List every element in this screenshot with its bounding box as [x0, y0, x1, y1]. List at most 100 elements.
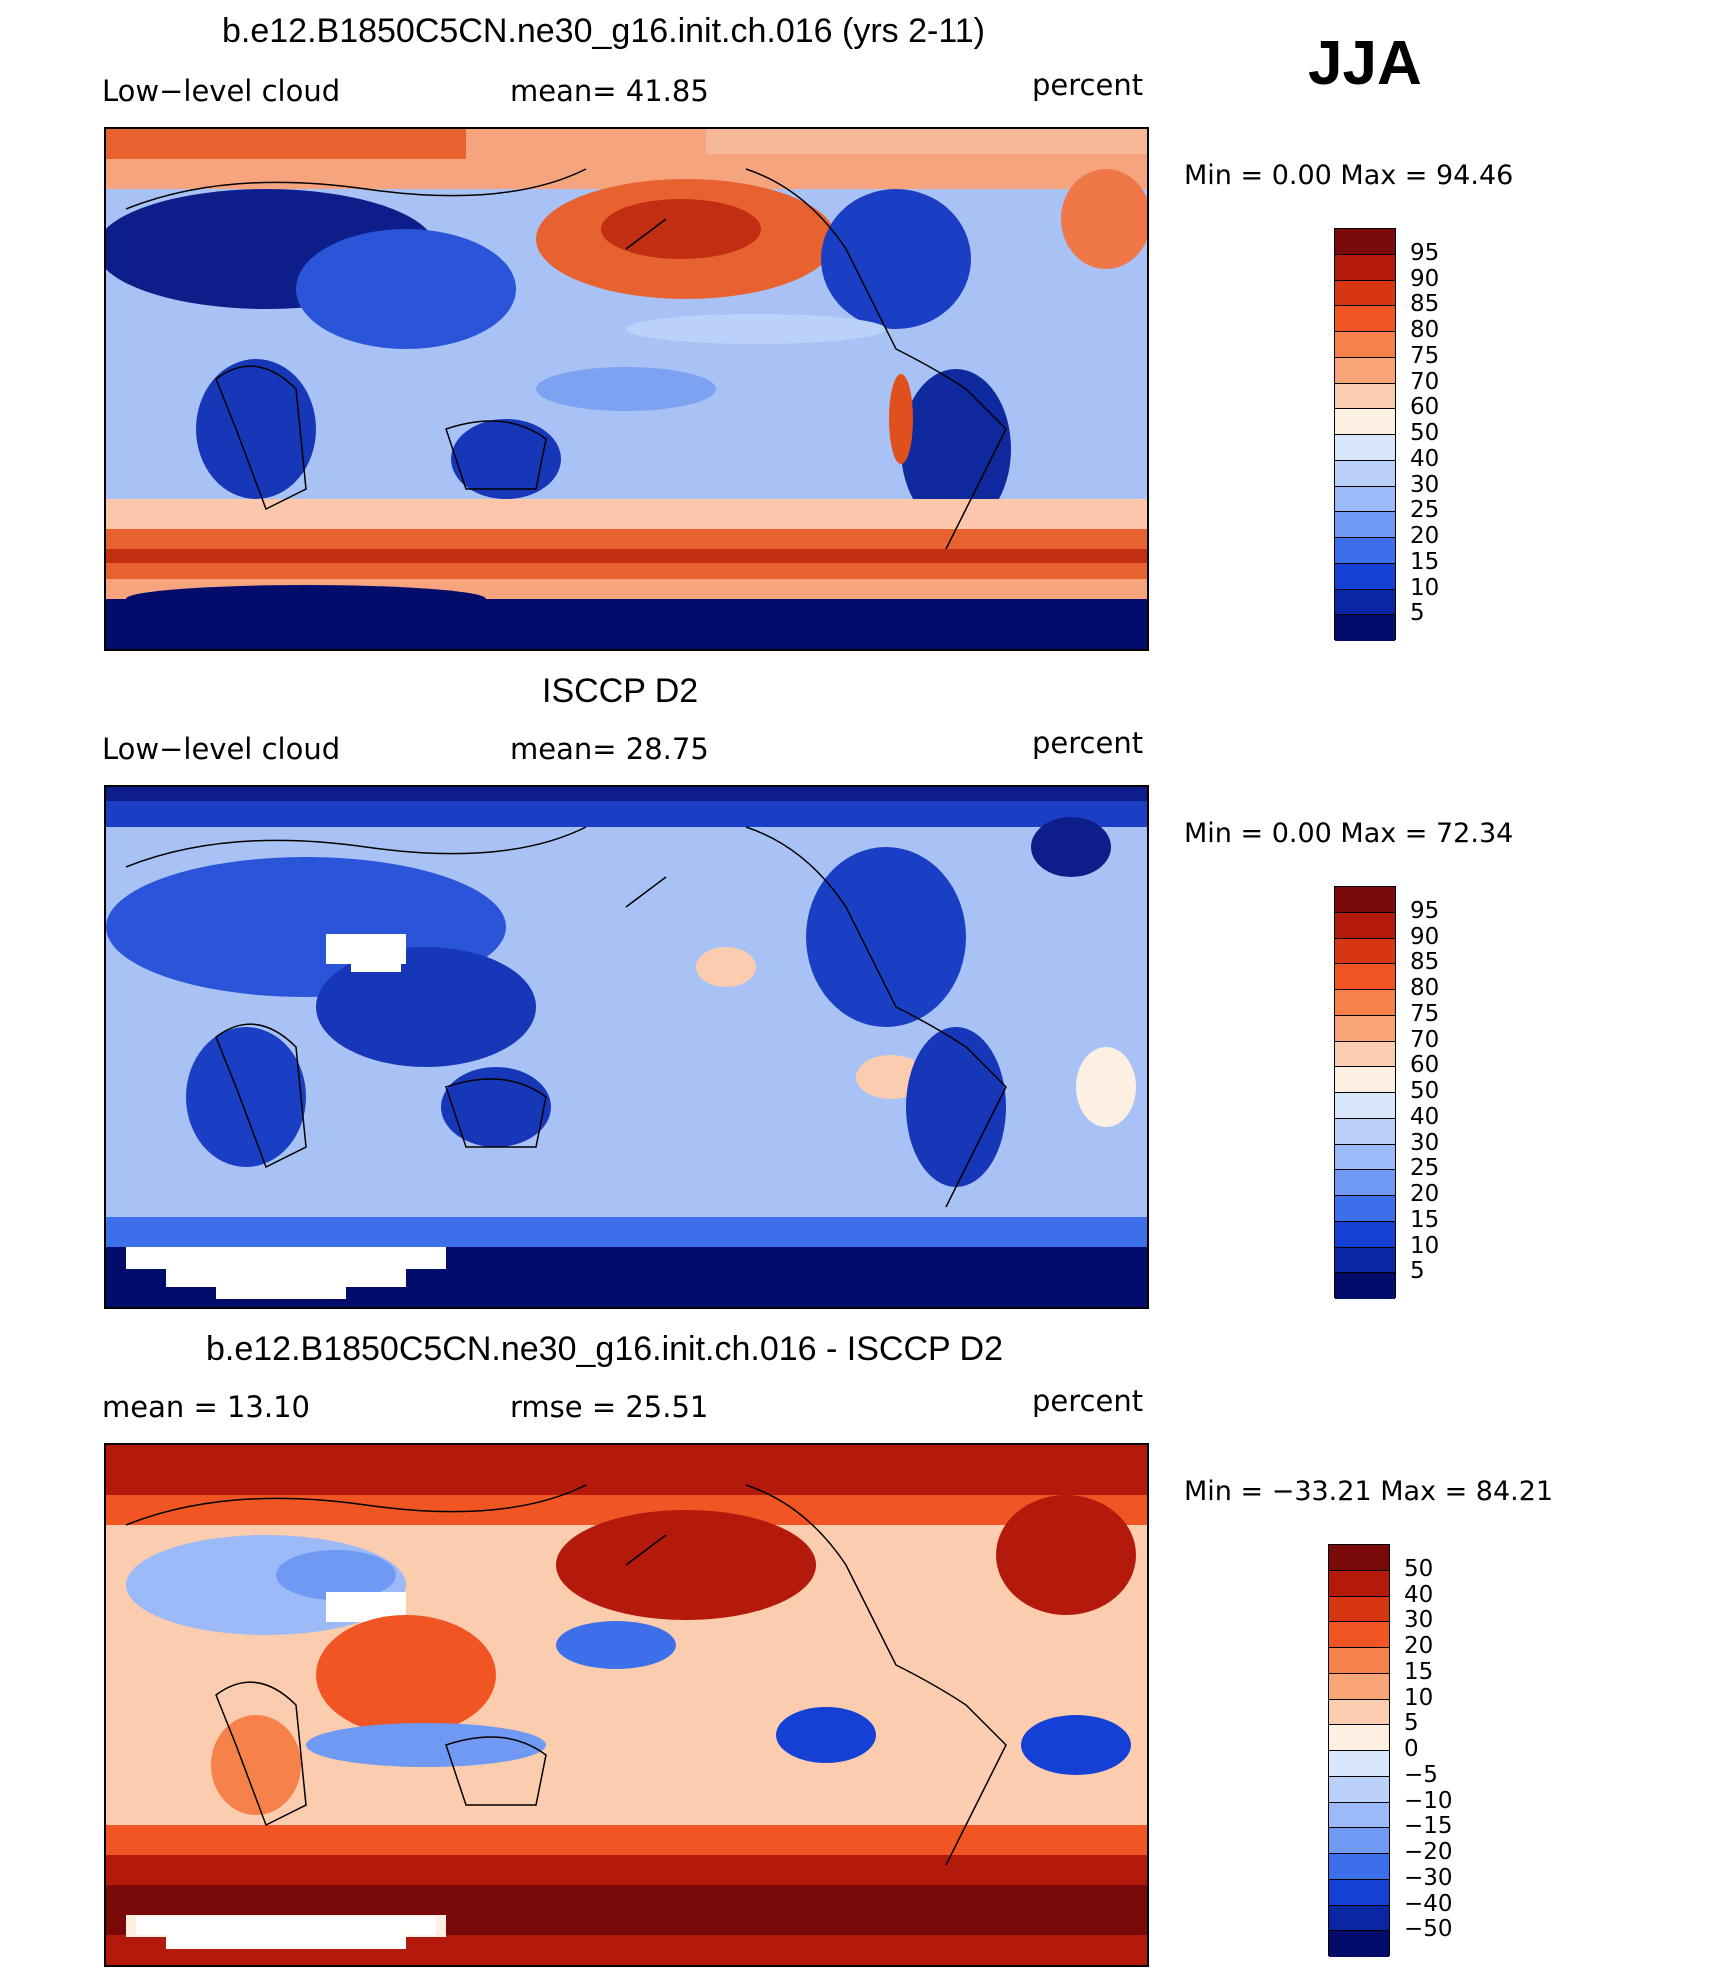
- colorbar-swatch: [1335, 912, 1395, 939]
- colorbar-swatch: [1329, 1751, 1389, 1777]
- panel-1-colorbar: [1334, 228, 1396, 641]
- panel-2-mean-label: mean= 28.75: [510, 732, 709, 766]
- panel-2-variable-label: Low−level cloud: [102, 732, 341, 766]
- colorbar-tick-label: 10: [1410, 1232, 1440, 1259]
- colorbar-tick-label: 10: [1404, 1684, 1434, 1711]
- colorbar-tick-label: −40: [1404, 1890, 1453, 1917]
- colorbar-tick-label: 50: [1410, 1078, 1440, 1104]
- colorbar-swatch: [1329, 1699, 1389, 1726]
- colorbar-swatch: [1335, 1247, 1395, 1274]
- panel-1-map: [104, 127, 1149, 651]
- colorbar-tick-label: 15: [1410, 1206, 1440, 1233]
- colorbar-swatch: [1329, 1622, 1389, 1648]
- colorbar-swatch: [1329, 1648, 1389, 1674]
- colorbar-tick-label: 80: [1410, 317, 1440, 343]
- colorbar-swatch: [1335, 964, 1395, 990]
- colorbar-swatch: [1329, 1673, 1389, 1700]
- colorbar-swatch: [1335, 1221, 1395, 1248]
- panel-2-title: ISCCP D2: [542, 672, 699, 710]
- colorbar-tick-label: 30: [1410, 1129, 1440, 1156]
- colorbar-tick-label: 50: [1410, 420, 1440, 446]
- colorbar-tick-label: 95: [1410, 239, 1440, 266]
- panel-1-title: b.e12.B1850C5CN.ne30_g16.init.ch.016 (yr…: [222, 12, 985, 50]
- panel-2-minmax: Min = 0.00 Max = 72.34: [1184, 818, 1514, 849]
- colorbar-tick-label: 70: [1410, 1026, 1440, 1053]
- panel-3-mean-label: mean = 13.10: [102, 1390, 310, 1424]
- colorbar-swatch: [1329, 1776, 1389, 1803]
- colorbar-swatch: [1335, 990, 1395, 1016]
- panel-2-colorbar: [1334, 886, 1396, 1299]
- colorbar-swatch: [1335, 887, 1395, 913]
- colorbar-tick-label: 75: [1410, 342, 1440, 369]
- colorbar-tick-label: −20: [1404, 1839, 1453, 1865]
- colorbar-tick-label: 40: [1410, 1103, 1440, 1130]
- colorbar-tick-label: 60: [1410, 394, 1440, 421]
- panel-2-colorbar-cells: [1335, 887, 1395, 1299]
- colorbar-tick-label: 40: [1404, 1581, 1434, 1608]
- colorbar-tick-label: 60: [1410, 1052, 1440, 1079]
- colorbar-tick-label: 75: [1410, 1000, 1440, 1027]
- colorbar-tick-label: 85: [1410, 949, 1440, 976]
- colorbar-swatch: [1335, 589, 1395, 616]
- colorbar-tick-label: 85: [1410, 291, 1440, 318]
- panel-3-colorbar-cells: [1329, 1545, 1389, 1957]
- colorbar-tick-label: −10: [1404, 1787, 1453, 1814]
- colorbar-swatch: [1335, 1118, 1395, 1145]
- colorbar-tick-label: 0: [1404, 1736, 1419, 1762]
- colorbar-tick-label: 10: [1410, 574, 1440, 601]
- colorbar-tick-label: 20: [1404, 1633, 1434, 1659]
- colorbar-tick-label: 30: [1404, 1607, 1434, 1634]
- colorbar-swatch: [1335, 563, 1395, 590]
- colorbar-swatch: [1335, 280, 1395, 307]
- colorbar-swatch: [1335, 1144, 1395, 1171]
- colorbar-swatch: [1335, 435, 1395, 461]
- panel-2-map: [104, 785, 1149, 1309]
- colorbar-tick-label: 95: [1410, 897, 1440, 924]
- colorbar-tick-label: 15: [1410, 548, 1440, 575]
- colorbar-swatch: [1335, 486, 1395, 513]
- colorbar-swatch: [1335, 1196, 1395, 1222]
- panel-3-rmse-label: rmse = 25.51: [510, 1390, 709, 1424]
- colorbar-swatch: [1329, 1570, 1389, 1597]
- colorbar-tick-label: 20: [1410, 523, 1440, 549]
- colorbar-swatch: [1335, 615, 1395, 641]
- panel-3-title: b.e12.B1850C5CN.ne30_g16.init.ch.016 - I…: [206, 1330, 1003, 1368]
- colorbar-swatch: [1335, 938, 1395, 965]
- colorbar-tick-label: 5: [1410, 1258, 1425, 1285]
- panel-2-units-label: percent: [1032, 726, 1144, 760]
- panel-1-mean-label: mean= 41.85: [510, 74, 709, 108]
- colorbar-swatch: [1335, 306, 1395, 332]
- colorbar-swatch: [1335, 1093, 1395, 1119]
- panel-3-minmax: Min = −33.21 Max = 84.21: [1184, 1476, 1554, 1507]
- colorbar-swatch: [1335, 512, 1395, 538]
- colorbar-swatch: [1335, 332, 1395, 358]
- colorbar-swatch: [1329, 1802, 1389, 1829]
- colorbar-tick-label: −15: [1404, 1813, 1453, 1840]
- colorbar-tick-label: 5: [1404, 1710, 1419, 1737]
- panel-1-minmax: Min = 0.00 Max = 94.46: [1184, 160, 1514, 191]
- panel-3-units-label: percent: [1032, 1384, 1144, 1418]
- colorbar-tick-label: 20: [1410, 1181, 1440, 1207]
- colorbar-tick-label: −30: [1404, 1864, 1453, 1891]
- colorbar-tick-label: −5: [1404, 1761, 1438, 1788]
- colorbar-swatch: [1335, 538, 1395, 564]
- colorbar-tick-label: 15: [1404, 1658, 1434, 1685]
- panel-1-colorbar-cells: [1335, 229, 1395, 641]
- colorbar-swatch: [1335, 383, 1395, 410]
- colorbar-tick-label: 30: [1410, 471, 1440, 498]
- colorbar-swatch: [1329, 1725, 1389, 1751]
- season-label: JJA: [1308, 29, 1422, 98]
- colorbar-tick-label: 90: [1410, 265, 1440, 292]
- colorbar-swatch: [1335, 460, 1395, 487]
- colorbar-tick-label: 80: [1410, 975, 1440, 1001]
- colorbar-swatch: [1335, 357, 1395, 384]
- colorbar-swatch: [1335, 1170, 1395, 1196]
- panel-3-map-field: [106, 1445, 1147, 1965]
- colorbar-swatch: [1329, 1596, 1389, 1623]
- panel-3-map: [104, 1443, 1149, 1967]
- panel-1-variable-label: Low−level cloud: [102, 74, 341, 108]
- colorbar-tick-label: 50: [1404, 1555, 1434, 1582]
- colorbar-swatch: [1335, 409, 1395, 435]
- colorbar-swatch: [1335, 1067, 1395, 1093]
- colorbar-tick-label: 25: [1410, 497, 1440, 524]
